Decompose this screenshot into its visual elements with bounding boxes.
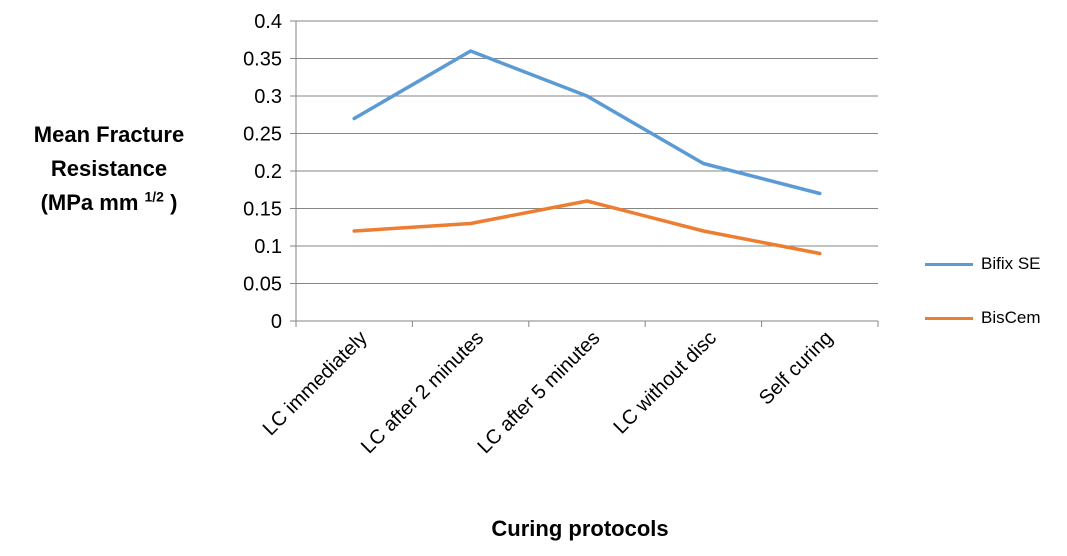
gridlines	[296, 20, 878, 284]
y-tick-label: 0.35	[243, 49, 282, 71]
y-tick-label: 0.15	[243, 199, 282, 221]
y-axis-title-line3: (MPa mm 1/2 )	[2, 186, 216, 220]
y-axis-unit-suffix: )	[163, 190, 178, 215]
x-tick-label: LC without disc	[609, 327, 720, 438]
y-axis-title: Mean Fracture Resistance (MPa mm 1/2 )	[2, 118, 216, 220]
y-axis-title-line1: Mean Fracture	[33, 122, 185, 147]
legend-swatch-bifix-se	[925, 262, 973, 266]
x-tick-label: LC after 5 minutes	[473, 327, 604, 458]
y-axis-unit-prefix: (MPa mm	[40, 190, 145, 215]
legend: Bifix SE BisCem	[925, 248, 1041, 356]
x-tick-label: Self curing	[755, 327, 837, 409]
y-axis-title-line2: Resistance	[50, 156, 168, 181]
y-tick-label: 0	[271, 311, 282, 333]
y-axis-unit-exponent: 1/2	[144, 188, 164, 205]
y-tick-label: 0.2	[254, 161, 282, 183]
y-axis: 0 0.05 0.1 0.15 0.2 0.25 0.3 0.35 0.4	[243, 11, 297, 333]
series-lines	[352, 49, 822, 256]
x-tick-label: LC immediately	[259, 327, 372, 440]
x-tick-label: LC after 2 minutes	[357, 327, 488, 458]
legend-swatch-biscem	[925, 316, 973, 320]
y-tick-label: 0.4	[254, 11, 282, 33]
legend-item-biscem: BisCem	[925, 302, 1041, 334]
series-line-bifix-se	[352, 49, 822, 196]
y-tick-label: 0.1	[254, 236, 282, 258]
y-tick-label: 0.05	[243, 274, 282, 296]
legend-item-bifix-se: Bifix SE	[925, 248, 1041, 280]
legend-label-biscem: BisCem	[981, 308, 1041, 327]
y-tick-label: 0.3	[254, 86, 282, 108]
x-axis-title: Curing protocols	[491, 516, 669, 541]
series-line-biscem	[352, 199, 822, 256]
legend-label-bifix-se: Bifix SE	[981, 254, 1041, 273]
y-tick-label: 0.25	[243, 124, 282, 146]
